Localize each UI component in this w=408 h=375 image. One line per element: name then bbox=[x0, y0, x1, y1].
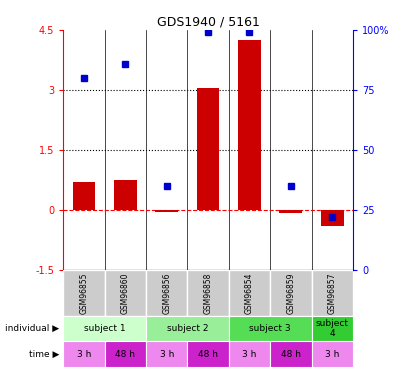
Bar bbox=[229, 341, 270, 367]
Bar bbox=[146, 270, 187, 316]
Text: GSM96855: GSM96855 bbox=[80, 272, 89, 314]
Bar bbox=[146, 341, 187, 367]
Text: GSM96854: GSM96854 bbox=[245, 272, 254, 314]
Text: 3 h: 3 h bbox=[325, 350, 339, 358]
Bar bbox=[73, 182, 95, 210]
Bar bbox=[229, 270, 270, 316]
Bar bbox=[114, 180, 137, 210]
Bar bbox=[146, 316, 229, 341]
Text: 3 h: 3 h bbox=[160, 350, 174, 358]
Bar bbox=[63, 341, 104, 367]
Text: GSM96856: GSM96856 bbox=[162, 272, 171, 314]
Text: 48 h: 48 h bbox=[198, 350, 218, 358]
Text: GSM96858: GSM96858 bbox=[204, 272, 213, 314]
Bar bbox=[270, 341, 312, 367]
Bar bbox=[63, 270, 104, 316]
Bar bbox=[312, 316, 353, 341]
Text: subject
4: subject 4 bbox=[316, 319, 349, 338]
Text: 48 h: 48 h bbox=[115, 350, 135, 358]
Text: GSM96860: GSM96860 bbox=[121, 272, 130, 314]
Text: subject 2: subject 2 bbox=[166, 324, 208, 333]
Text: GSM96859: GSM96859 bbox=[286, 272, 295, 314]
Text: subject 1: subject 1 bbox=[84, 324, 125, 333]
Text: subject 3: subject 3 bbox=[249, 324, 291, 333]
Bar bbox=[187, 341, 229, 367]
Bar bbox=[270, 270, 312, 316]
Bar bbox=[63, 316, 146, 341]
Bar bbox=[321, 210, 344, 226]
Title: GDS1940 / 5161: GDS1940 / 5161 bbox=[157, 16, 259, 29]
Bar bbox=[312, 270, 353, 316]
Text: 48 h: 48 h bbox=[281, 350, 301, 358]
Bar bbox=[187, 270, 229, 316]
Bar bbox=[104, 341, 146, 367]
Bar bbox=[279, 210, 302, 213]
Bar bbox=[229, 316, 312, 341]
Bar bbox=[312, 341, 353, 367]
Bar bbox=[238, 40, 261, 210]
Text: 3 h: 3 h bbox=[77, 350, 91, 358]
Text: GSM96857: GSM96857 bbox=[328, 272, 337, 314]
Bar bbox=[197, 88, 220, 210]
Text: time ▶: time ▶ bbox=[29, 350, 59, 358]
Bar bbox=[155, 210, 178, 212]
Text: 3 h: 3 h bbox=[242, 350, 257, 358]
Bar bbox=[104, 270, 146, 316]
Text: individual ▶: individual ▶ bbox=[5, 324, 59, 333]
